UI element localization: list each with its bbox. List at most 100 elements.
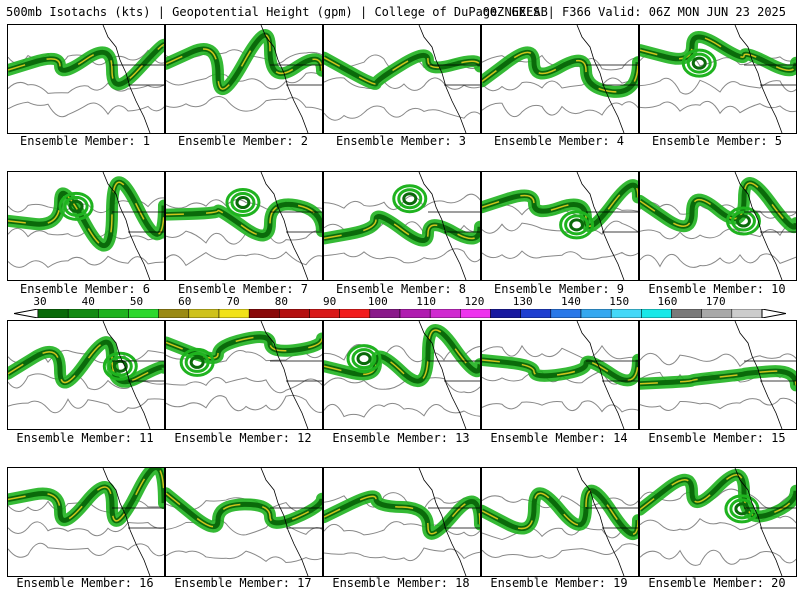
isotach-map bbox=[324, 321, 480, 429]
height-contour bbox=[482, 344, 638, 360]
ensemble-map-panel bbox=[323, 171, 481, 281]
coastline-borders bbox=[734, 172, 796, 280]
coastline-borders bbox=[260, 468, 322, 576]
colorbar-min-arrow bbox=[14, 309, 39, 318]
closed-low-isotach bbox=[402, 192, 418, 206]
isotach-map bbox=[482, 468, 638, 576]
colorbar-segment bbox=[641, 309, 672, 318]
closed-low-isotach bbox=[346, 344, 382, 374]
ensemble-member-label: Ensemble Member: 3 bbox=[335, 134, 467, 148]
isotach-map bbox=[8, 25, 164, 133]
ensemble-member-label: Ensemble Member: 2 bbox=[177, 134, 309, 148]
coastline-borders bbox=[576, 172, 638, 280]
height-contour bbox=[482, 495, 638, 509]
isotach-map bbox=[482, 25, 638, 133]
jet-max-core bbox=[8, 181, 164, 247]
closed-low-isotach bbox=[397, 188, 423, 210]
height-contour bbox=[324, 402, 480, 418]
jet-isotach-band bbox=[166, 198, 322, 242]
colorbar-segment bbox=[460, 309, 491, 318]
jet-max-core bbox=[324, 215, 480, 242]
height-contour bbox=[166, 72, 322, 90]
height-contour bbox=[8, 81, 164, 94]
colorbar-tick-label: 80 bbox=[274, 295, 288, 308]
height-contour bbox=[8, 521, 164, 537]
isotach-map bbox=[324, 172, 480, 280]
colorbar-segment bbox=[429, 309, 461, 318]
colorbar-segment bbox=[218, 309, 250, 318]
isotach-map bbox=[324, 25, 480, 133]
colorbar-segment bbox=[309, 309, 340, 318]
ensemble-map-panel bbox=[639, 171, 797, 281]
colorbar-segment bbox=[731, 309, 763, 318]
jet-max-core bbox=[166, 203, 322, 237]
jet-max-core bbox=[640, 36, 796, 72]
isotach-map bbox=[166, 468, 322, 576]
closed-low-isotach bbox=[184, 351, 210, 373]
height-contour bbox=[640, 549, 796, 566]
coastline-borders bbox=[576, 25, 638, 133]
coastline-borders bbox=[734, 25, 796, 133]
colorbar-segment bbox=[188, 309, 220, 318]
closed-low-isotach bbox=[564, 214, 590, 236]
ensemble-map-panel bbox=[639, 320, 797, 430]
jet-max-core bbox=[8, 468, 164, 522]
closed-low-isotach bbox=[734, 502, 750, 516]
height-contour bbox=[640, 100, 796, 115]
colorbar-segment bbox=[37, 309, 69, 318]
height-contour bbox=[166, 519, 322, 536]
closed-low-isotach bbox=[189, 355, 205, 369]
colorbar-segment bbox=[67, 309, 99, 318]
jet-max-core bbox=[482, 490, 638, 535]
closed-low-isotach bbox=[63, 195, 89, 217]
ensemble-map-panel bbox=[7, 171, 165, 281]
closed-low-isotach bbox=[725, 206, 761, 236]
coastline-borders bbox=[418, 25, 480, 133]
colorbar-tick-label: 170 bbox=[705, 295, 726, 308]
closed-low-isotach bbox=[179, 347, 215, 377]
height-contour bbox=[482, 525, 638, 541]
ensemble-map-panel bbox=[639, 24, 797, 134]
run-valid-info: 00Z GEFS | F366 Valid: 06Z MON JUN 23 20… bbox=[482, 5, 786, 19]
isotach-map bbox=[166, 25, 322, 133]
ensemble-map-panel bbox=[7, 320, 165, 430]
jet-max-core bbox=[482, 51, 638, 93]
colorbar-tick-label: 90 bbox=[322, 295, 337, 308]
coastline-borders bbox=[418, 321, 480, 429]
jet-max-core bbox=[166, 336, 322, 359]
isotach-map bbox=[640, 25, 796, 133]
colorbar bbox=[14, 309, 786, 318]
jet-max-core bbox=[482, 359, 638, 382]
colorbar-segment bbox=[339, 309, 371, 318]
height-contour bbox=[640, 223, 796, 240]
coastline-borders bbox=[418, 468, 480, 576]
jet-isotach-inner bbox=[640, 180, 796, 230]
colorbar-segment bbox=[369, 309, 401, 318]
ensemble-map-panel bbox=[7, 467, 165, 577]
ensemble-map-panel bbox=[481, 467, 639, 577]
coastline-borders bbox=[102, 321, 164, 429]
ensemble-member-label: Ensemble Member: 7 bbox=[177, 282, 309, 296]
ensemble-map-panel bbox=[165, 467, 323, 577]
height-contour bbox=[324, 547, 480, 562]
jet-max-core bbox=[166, 492, 322, 528]
height-contour bbox=[8, 542, 164, 558]
closed-low-isotach bbox=[735, 214, 751, 228]
colorbar-tick-label: 100 bbox=[367, 295, 388, 308]
isotach-map bbox=[166, 321, 322, 429]
colorbar-labels: 30 40 50 60 70 80 90 100 110 120 130 140 150 160 170 bbox=[14, 295, 786, 308]
jet-max-core bbox=[324, 329, 480, 382]
colorbar-tick-label: 160 bbox=[657, 295, 678, 308]
colorbar-segment bbox=[98, 309, 129, 318]
ensemble-member-label: Ensemble Member: 4 bbox=[493, 134, 625, 148]
ensemble-member-label: Ensemble Member: 14 bbox=[490, 431, 628, 445]
isotach-map bbox=[640, 172, 796, 280]
isotach-map bbox=[8, 321, 164, 429]
coastline-borders bbox=[102, 172, 164, 280]
ensemble-member-label: Ensemble Member: 19 bbox=[490, 576, 628, 590]
colorbar-segment bbox=[520, 309, 552, 318]
ensemble-map-panel bbox=[481, 171, 639, 281]
colorbar-tick-label: 130 bbox=[512, 295, 533, 308]
jet-max-core bbox=[482, 184, 638, 228]
closed-low-isotach bbox=[730, 210, 756, 232]
